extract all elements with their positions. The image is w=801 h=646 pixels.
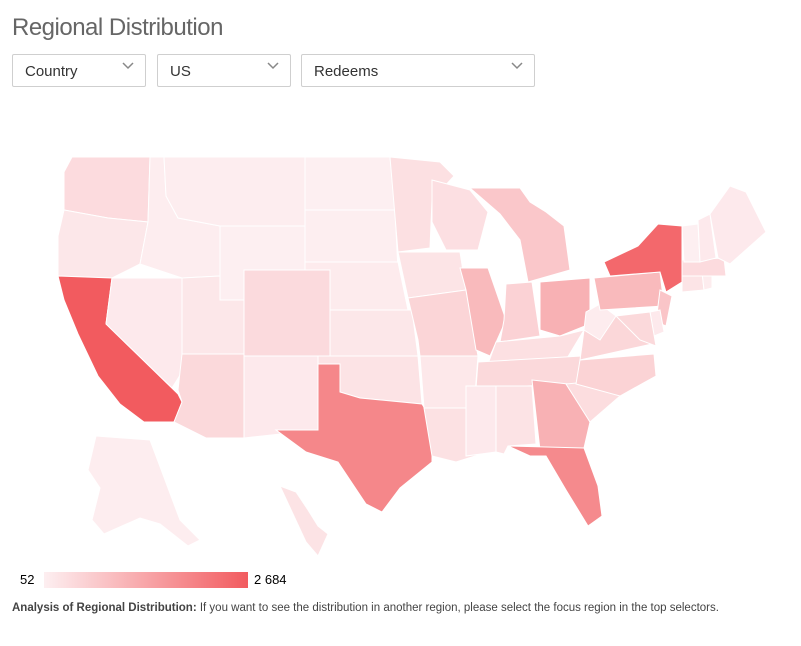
state-nh[interactable]	[697, 213, 717, 263]
state-mi[interactable]	[468, 187, 571, 283]
state-or[interactable]	[57, 209, 149, 279]
us-choropleth-map	[57, 156, 767, 557]
country-scope-value: Country	[25, 63, 78, 80]
state-nm[interactable]	[243, 355, 319, 439]
chevron-down-icon	[511, 62, 523, 70]
legend-gradient-bar	[44, 572, 248, 588]
chevron-down-icon	[122, 62, 134, 70]
legend-max-label: 2 684	[254, 572, 287, 587]
state-nc[interactable]	[575, 353, 657, 397]
country-scope-select[interactable]: Country	[12, 54, 146, 87]
state-me[interactable]	[709, 185, 767, 265]
color-scale-legend: 52 2 684	[0, 568, 801, 592]
state-ms[interactable]	[465, 385, 497, 457]
state-wv[interactable]	[583, 303, 617, 341]
state-in[interactable]	[499, 281, 541, 343]
state-fl[interactable]	[507, 445, 603, 527]
state-tn[interactable]	[475, 355, 583, 389]
state-pa[interactable]	[593, 271, 665, 311]
state-sd[interactable]	[304, 209, 399, 271]
chevron-down-icon	[267, 62, 279, 70]
state-az[interactable]	[173, 353, 245, 439]
state-mt[interactable]	[163, 156, 306, 227]
analysis-footnote: Analysis of Regional Distribution: If yo…	[12, 602, 719, 614]
state-md[interactable]	[614, 311, 657, 347]
region-select[interactable]: US	[157, 54, 291, 87]
metric-value: Redeems	[314, 63, 379, 80]
state-ky[interactable]	[487, 329, 586, 365]
state-ks[interactable]	[329, 309, 419, 357]
state-nd[interactable]	[304, 156, 396, 211]
state-vt[interactable]	[681, 223, 701, 263]
state-nv[interactable]	[105, 277, 183, 389]
legend-min-label: 52	[20, 572, 35, 587]
state-tx[interactable]	[274, 363, 433, 513]
page-title: Regional Distribution	[12, 14, 223, 41]
footnote-label: Analysis of Regional Distribution:	[12, 602, 197, 614]
state-al[interactable]	[495, 385, 537, 455]
metric-select[interactable]: Redeems	[301, 54, 535, 87]
state-ak[interactable]	[87, 435, 201, 547]
state-hi[interactable]	[279, 485, 329, 557]
state-co[interactable]	[243, 269, 331, 357]
state-il[interactable]	[459, 267, 507, 357]
state-oh[interactable]	[539, 277, 591, 337]
footnote-text: If you want to see the distribution in a…	[196, 602, 719, 614]
state-wi[interactable]	[431, 179, 489, 251]
region-value: US	[170, 63, 191, 80]
